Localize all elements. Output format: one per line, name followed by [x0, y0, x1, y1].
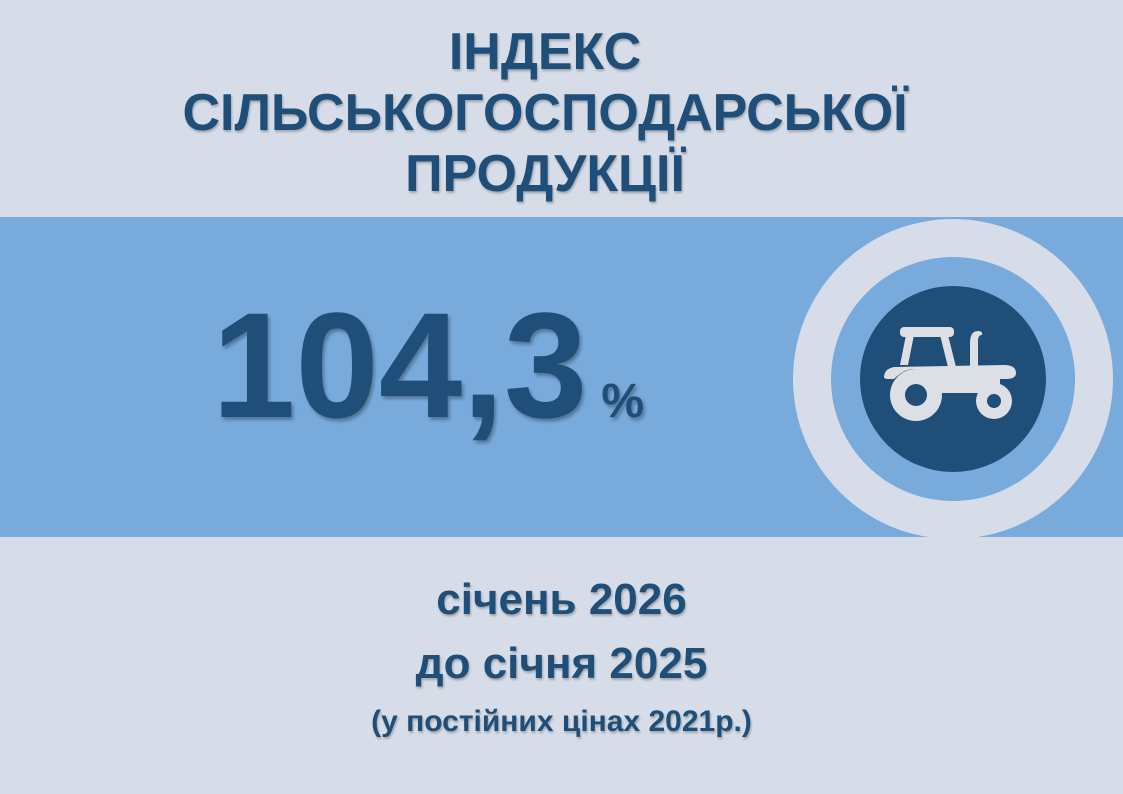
price-basis-note: (у постійних цінах 2021р.) [371, 705, 752, 738]
period-line-1: січень 2026 [436, 575, 687, 624]
page-title: ІНДЕКС СІЛЬСЬКОГОСПОДАРСЬКОЇ ПРОДУКЦІЇ [0, 22, 1090, 205]
title-line: СІЛЬСЬКОГОСПОДАРСЬКОЇ [182, 84, 908, 142]
tractor-icon [884, 327, 1016, 421]
title-line: ПРОДУКЦІЇ [405, 145, 685, 203]
index-value: 104,3% [212, 290, 644, 477]
index-number: 104,3 [212, 281, 588, 449]
title-line: ІНДЕКС [448, 23, 642, 81]
period-line-2: до січня 2025 [415, 639, 708, 688]
index-unit: % [601, 375, 645, 428]
